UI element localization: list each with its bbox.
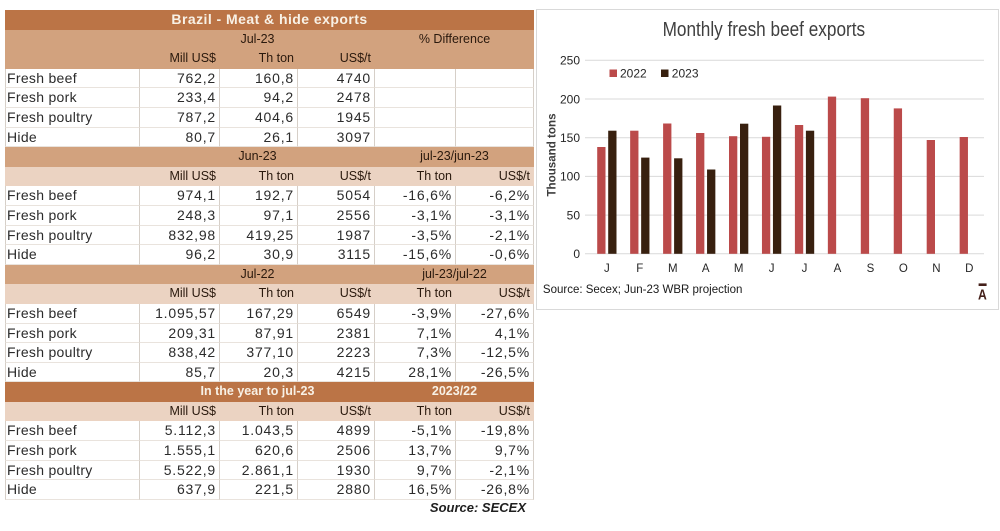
svg-text:M: M (734, 263, 744, 275)
svg-text:J: J (604, 263, 610, 275)
svg-text:0: 0 (573, 247, 580, 261)
svg-text:A: A (834, 263, 842, 275)
svg-text:50: 50 (567, 208, 581, 222)
svg-text:M: M (668, 263, 678, 275)
svg-text:O: O (899, 263, 908, 275)
svg-text:Thousand tons: Thousand tons (545, 113, 558, 196)
svg-text:Monthly fresh beef exports: Monthly fresh beef exports (663, 19, 866, 41)
svg-text:J: J (802, 263, 808, 275)
svg-text:Source: Secex; Jun-23 WBR proj: Source: Secex; Jun-23 WBR projection (543, 282, 743, 296)
svg-text:2023: 2023 (672, 66, 699, 80)
svg-text:D: D (965, 263, 973, 275)
svg-text:250: 250 (560, 54, 580, 68)
svg-text:100: 100 (560, 170, 580, 184)
svg-text:150: 150 (560, 131, 580, 145)
svg-text:S: S (867, 263, 875, 275)
svg-text:A: A (978, 287, 987, 304)
svg-text:F: F (636, 263, 643, 275)
svg-text:J: J (769, 263, 775, 275)
svg-text:200: 200 (560, 92, 580, 106)
svg-text:N: N (932, 263, 940, 275)
svg-text:2022: 2022 (620, 66, 647, 80)
svg-text:A: A (702, 263, 710, 275)
